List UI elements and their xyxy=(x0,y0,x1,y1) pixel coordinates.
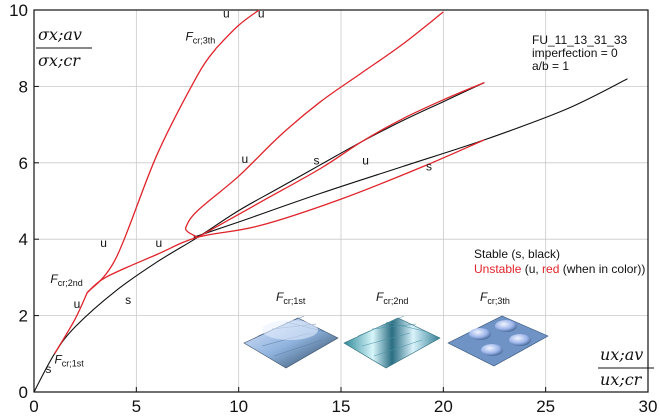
series-line-stable-1 xyxy=(193,78,628,238)
info-line-aspect: a/b = 1 xyxy=(532,59,569,73)
x-tick-label: 5 xyxy=(132,397,141,416)
inset-mode-1-bulge xyxy=(262,320,318,340)
x-tick-label: 10 xyxy=(229,397,248,416)
inset-mode-2: Fcr;2nd xyxy=(343,290,441,369)
x-tick-label: 15 xyxy=(332,397,351,416)
inset-mode-3: Fcr;3th xyxy=(447,290,549,367)
x-tick-label: 25 xyxy=(536,397,555,416)
series-line-stable-0 xyxy=(33,82,485,393)
x-tick-label: 20 xyxy=(434,397,453,416)
series-line-unstable-2 xyxy=(53,292,88,355)
x-axis-label-denominator: ux;cr xyxy=(600,370,643,389)
y-tick-label: 6 xyxy=(19,154,28,173)
inset-mode-3-bump-1 xyxy=(469,328,491,340)
y-axis-label-numerator: σx;av xyxy=(38,25,82,44)
y-tick-label: 2 xyxy=(19,307,28,326)
inset-mode-3-surface xyxy=(447,315,549,367)
curve-label-u: u xyxy=(100,236,107,250)
curve-label-s: s xyxy=(313,154,319,168)
info-line-imperfection: imperfection = 0 xyxy=(532,46,618,60)
curve-label-u: u xyxy=(156,236,163,250)
curve-label-s: s xyxy=(426,159,432,173)
y-tick-label: 8 xyxy=(19,77,28,96)
info-annotation: FU_11_13_31_33 imperfection = 0 a/b = 1 xyxy=(532,33,628,73)
inset-mode-3-bump-4 xyxy=(509,334,531,346)
inset-mode-3-label: Fcr;3th xyxy=(480,290,510,306)
inset-mode-1: Fcr;1st xyxy=(243,290,339,369)
x-axis-label: ux;av ux;cr xyxy=(598,345,654,389)
x-tick-label: 0 xyxy=(29,397,38,416)
curve-label-u: u xyxy=(74,297,81,311)
critical-load-label: Fcr;1st xyxy=(54,352,84,368)
legend-unstable-word: Unstable xyxy=(474,262,522,276)
x-tick-label: 30 xyxy=(639,397,658,416)
inset-mode-2-label: Fcr;2nd xyxy=(376,290,408,306)
y-tick-label: 4 xyxy=(19,230,28,249)
y-tick-label: 0 xyxy=(19,383,28,402)
legend-unstable-red: red xyxy=(542,262,559,276)
info-line-model: FU_11_13_31_33 xyxy=(532,33,628,47)
curve-label-u: u xyxy=(223,7,230,21)
y-axis-label-denominator: σx;cr xyxy=(38,51,81,70)
curve-labels: s s s s u u u u u u u Fcr;1st Fcr;2nd Fcr;3th xyxy=(45,7,432,376)
curve-label-u: u xyxy=(258,7,265,21)
legend: Stable (s, black) Unstable (u, red (when… xyxy=(474,247,645,276)
y-axis-label: σx;av σx;cr xyxy=(36,25,92,70)
legend-stable: Stable (s, black) xyxy=(474,247,560,261)
inset-mode-3-bump-3 xyxy=(481,344,503,356)
series-line-unstable-3 xyxy=(86,47,217,294)
curve-label-u: u xyxy=(362,154,369,168)
series-line-unstable-6 xyxy=(184,11,444,238)
series-line-unstable-7 xyxy=(197,81,485,238)
curve-label-s: s xyxy=(45,362,51,376)
x-axis-label-numerator: ux;av xyxy=(600,345,643,364)
curve-label-u: u xyxy=(241,152,248,166)
inset-mode-2-surface xyxy=(343,317,441,369)
critical-load-label: Fcr;2nd xyxy=(50,272,82,288)
y-tick-label: 10 xyxy=(9,1,28,20)
series-line-unstable-4 xyxy=(215,9,260,49)
legend-unstable-tail: (when in color)) xyxy=(559,262,645,276)
series-group xyxy=(33,9,628,393)
inset-mode-3-bump-2 xyxy=(495,320,517,332)
tick-labels: 0 5 10 15 20 25 30 0 2 4 6 8 10 xyxy=(9,1,657,416)
critical-load-label: Fcr;3th xyxy=(185,30,215,46)
series-line-unstable-5 xyxy=(86,139,485,294)
curve-label-s: s xyxy=(125,293,131,307)
inset-mode-1-label: Fcr;1st xyxy=(276,290,306,306)
inset-mode-2-mesh xyxy=(357,315,429,357)
legend-unstable: Unstable (u, red (when in color)) xyxy=(474,262,645,276)
legend-unstable-paren: (u, xyxy=(521,262,542,276)
